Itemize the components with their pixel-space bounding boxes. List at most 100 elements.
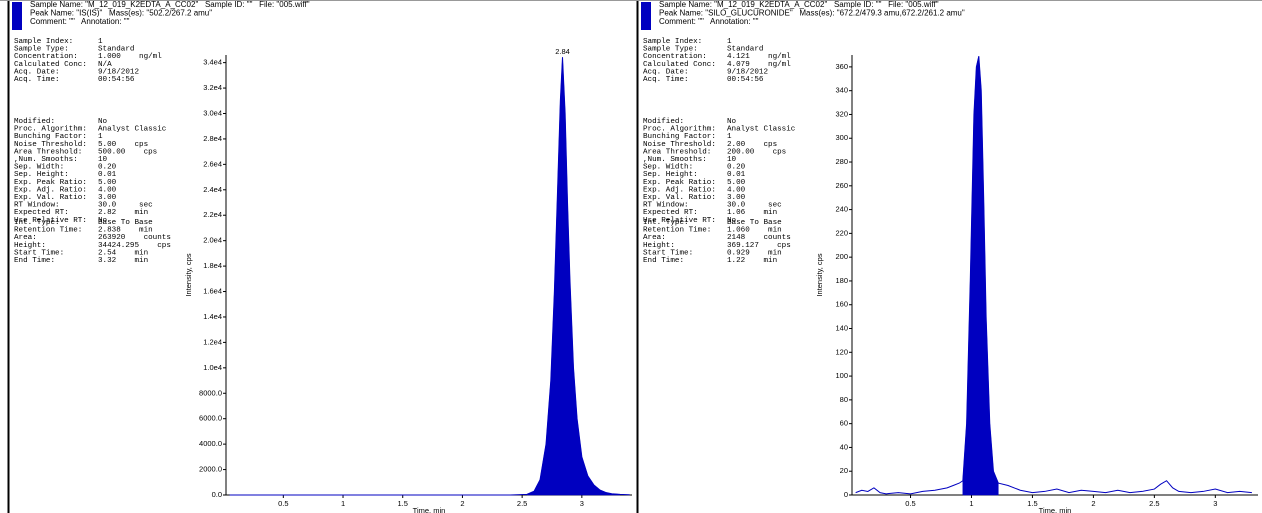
param-label: Exp. Peak Ratio: [643, 179, 716, 187]
y-tick-label: 2.0e4 [203, 236, 222, 245]
trace-line [229, 57, 630, 496]
param-value: 3.00 [727, 194, 746, 202]
param-label: Sample Type: [643, 46, 698, 54]
param-value: N/A [98, 61, 112, 69]
x-tick-label: 1.5 [398, 499, 408, 508]
param-value: 34424.295 cps [98, 242, 171, 250]
param-label: Expected RT: [14, 209, 69, 217]
y-tick-label: 2.8e4 [203, 134, 222, 143]
param-label: Use Relative RT: [643, 217, 716, 225]
param-label: Bunching Factor: [643, 133, 716, 141]
param-label: Sample Index: [643, 38, 702, 46]
y-tick-label: 2000.0 [199, 465, 222, 474]
param-label: End Time: [14, 257, 55, 265]
y-tick-label: 1.4e4 [203, 312, 222, 321]
y-tick-label: 360 [835, 62, 848, 71]
x-tick-label: 2.5 [517, 499, 527, 508]
x-tick-label: 1 [969, 499, 973, 508]
header-line: Peak Name: "SILO_GLUCURONIDE" Mass(es): … [659, 9, 965, 18]
y-tick-label: 320 [835, 109, 848, 118]
param-value: 4.00 [727, 186, 746, 194]
param-label: Calculated Conc: [643, 61, 716, 69]
param-label: Modified: [643, 118, 684, 126]
param-label: Area: [643, 234, 666, 242]
param-value: 1 [98, 38, 103, 46]
param-value: 30.0 sec [98, 202, 153, 210]
param-value: 500.00 cps [98, 148, 157, 156]
param-label: Acq. Date: [14, 68, 60, 76]
param-label: Acq. Time: [643, 76, 689, 84]
param-value: 1.000 ng/ml [98, 53, 162, 61]
param-value: 3.00 [98, 194, 117, 202]
x-tick-label: 0.5 [278, 499, 288, 508]
y-tick-label: 20 [840, 466, 848, 475]
param-label: ,Num. Smooths: [14, 156, 78, 164]
param-value: No [98, 217, 108, 225]
param-value: 1.22 min [727, 257, 777, 265]
param-label: Int. Type: [14, 219, 60, 227]
param-label: Use Relative RT: [14, 217, 87, 225]
y-tick-label: 180 [835, 276, 848, 285]
param-label: Expected RT: [643, 209, 698, 217]
header-line: Comment: "" Annotation: "" [30, 17, 130, 26]
param-label: Int. Type: [643, 219, 689, 227]
x-tick-label: 2 [460, 499, 464, 508]
param-label: Concentration: [14, 53, 78, 61]
x-axis-label: Time, min [1039, 506, 1072, 513]
param-value: 369.127 cps [727, 242, 791, 250]
param-value: No [727, 118, 737, 126]
param-value: 10 [727, 156, 737, 164]
y-tick-label: 160 [835, 300, 848, 309]
param-label: Sep. Height: [14, 171, 69, 179]
param-label: End Time: [643, 257, 684, 265]
peak-annotation: 2.84 [555, 47, 570, 56]
param-label: Proc. Algorithm: [643, 126, 716, 134]
y-tick-label: 260 [835, 181, 848, 190]
param-value: Standard [98, 46, 134, 54]
y-tick-label: 80 [840, 395, 848, 404]
param-value: 00:54:56 [727, 76, 764, 84]
param-value: No [727, 217, 737, 225]
y-tick-label: 300 [835, 133, 848, 142]
param-label: Sample Index: [14, 38, 73, 46]
param-label: Noise Threshold: [14, 141, 87, 149]
param-value: Standard [727, 46, 763, 54]
param-value: Base To Base [98, 219, 153, 227]
x-tick-label: 3 [580, 499, 584, 508]
header-line: Sample Name: "M_12_019_K2EDTA_A_CC02" Sa… [659, 0, 939, 9]
param-label: Sample Type: [14, 46, 69, 54]
param-value: 1 [98, 133, 103, 141]
param-value: 0.01 [727, 171, 746, 179]
param-label: Sep. Height: [643, 171, 698, 179]
y-tick-label: 6000.0 [199, 414, 222, 423]
y-tick-label: 100 [835, 371, 848, 380]
x-tick-label: 2 [1091, 499, 1095, 508]
param-label: Sep. Width: [643, 164, 693, 172]
param-value: Base To Base [727, 219, 782, 227]
param-label: Area Threshold: [643, 148, 711, 156]
y-tick-label: 140 [835, 323, 848, 332]
y-tick-label: 2.4e4 [203, 185, 222, 194]
param-label: Calculated Conc: [14, 61, 87, 69]
param-value: 200.00 cps [727, 148, 786, 156]
param-label: ,Num. Smooths: [643, 156, 707, 164]
param-label: Start Time: [643, 249, 693, 257]
param-label: Sep. Width: [14, 164, 64, 172]
y-tick-label: 2.6e4 [203, 159, 222, 168]
y-tick-label: 1.2e4 [203, 337, 222, 346]
param-label: Exp. Val. Ratio: [643, 194, 716, 202]
param-value: 0.01 [98, 171, 117, 179]
y-tick-label: 1.6e4 [203, 287, 222, 296]
param-value: 2.00 cps [727, 141, 777, 149]
header-line: Peak Name: "IS(IS)" Mass(es): "502.2/267… [30, 9, 212, 18]
y-tick-label: 3.0e4 [203, 108, 222, 117]
peak-color-swatch [641, 2, 651, 30]
param-value: 1 [727, 133, 732, 141]
param-value: 10 [98, 156, 108, 164]
param-label: Exp. Adj. Ratio: [14, 186, 87, 194]
param-value: 5.00 cps [98, 141, 148, 149]
y-tick-label: 8000.0 [199, 388, 222, 397]
param-value: 1.060 min [727, 227, 782, 235]
